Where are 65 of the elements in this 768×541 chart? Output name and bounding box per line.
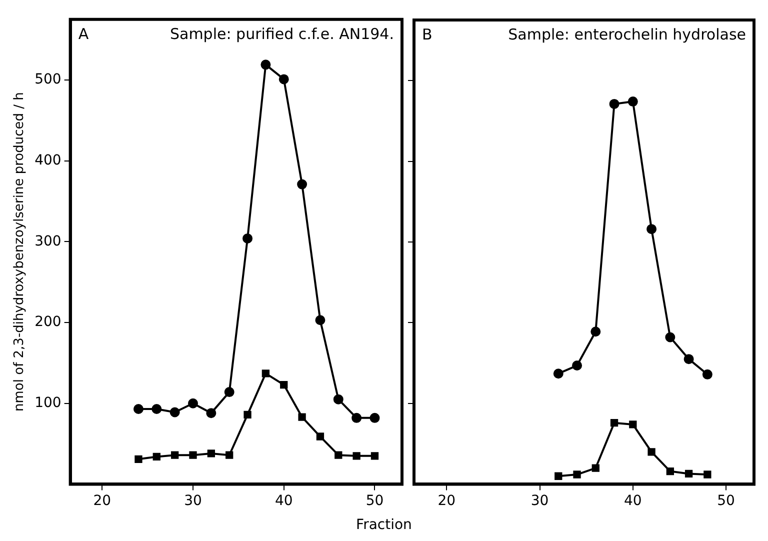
point [702,369,712,380]
y-axis-title: nmol of 2,3-dihydroxybenzoylserine produced / h [12,92,28,412]
point [572,360,582,371]
y-tick-label: 200 [34,314,62,330]
point [573,470,581,478]
point [315,315,326,326]
point [684,354,694,364]
point [370,452,379,460]
annotation: A [78,24,90,43]
point [628,96,638,107]
point [152,404,162,414]
point [334,451,342,459]
point [170,407,180,418]
point [280,380,288,389]
point [333,394,344,404]
annotation: B [422,25,432,44]
y-tick-label: 400 [34,152,62,168]
point [278,74,289,84]
x-tick-label: 40 [274,493,293,510]
point [260,60,271,70]
point [554,472,562,480]
y-tick-label: 100 [34,395,62,412]
point [206,408,216,418]
point [609,98,620,109]
point [242,233,253,244]
point [352,412,362,423]
point [316,432,324,440]
x-axis-title: Fraction [355,517,413,533]
x-tick-label: 20 [438,493,456,510]
point [134,455,142,463]
point [226,451,234,459]
point [704,470,712,478]
y-tick-label: 500 [34,72,62,88]
x-tick-label: 30 [530,493,549,510]
point [224,387,234,398]
point [207,450,215,458]
point [684,470,693,478]
point [648,448,656,456]
point [352,452,360,460]
point [370,412,380,423]
point [170,451,179,459]
x-tick-label: 40 [624,493,642,510]
point [298,413,306,421]
point [592,464,600,472]
point [646,224,657,234]
point [189,451,197,459]
point [610,419,618,427]
x-tick-label: 50 [717,493,735,510]
y-tick-label: 300 [34,233,62,250]
point [152,452,160,461]
annotation: Sample: purified c.f.e. AN194. [170,24,394,43]
x-tick-label: 20 [93,493,112,510]
annotation: Sample: enterochelin hydrolase [508,25,746,44]
point [665,332,676,342]
point [666,467,674,476]
point [244,410,252,419]
x-tick-label: 50 [366,493,384,510]
point [553,368,564,379]
point [188,398,198,408]
point [133,404,144,414]
x-tick-label: 30 [184,493,202,510]
point [590,326,601,337]
point [629,420,637,428]
point [262,370,270,378]
point [297,179,308,190]
